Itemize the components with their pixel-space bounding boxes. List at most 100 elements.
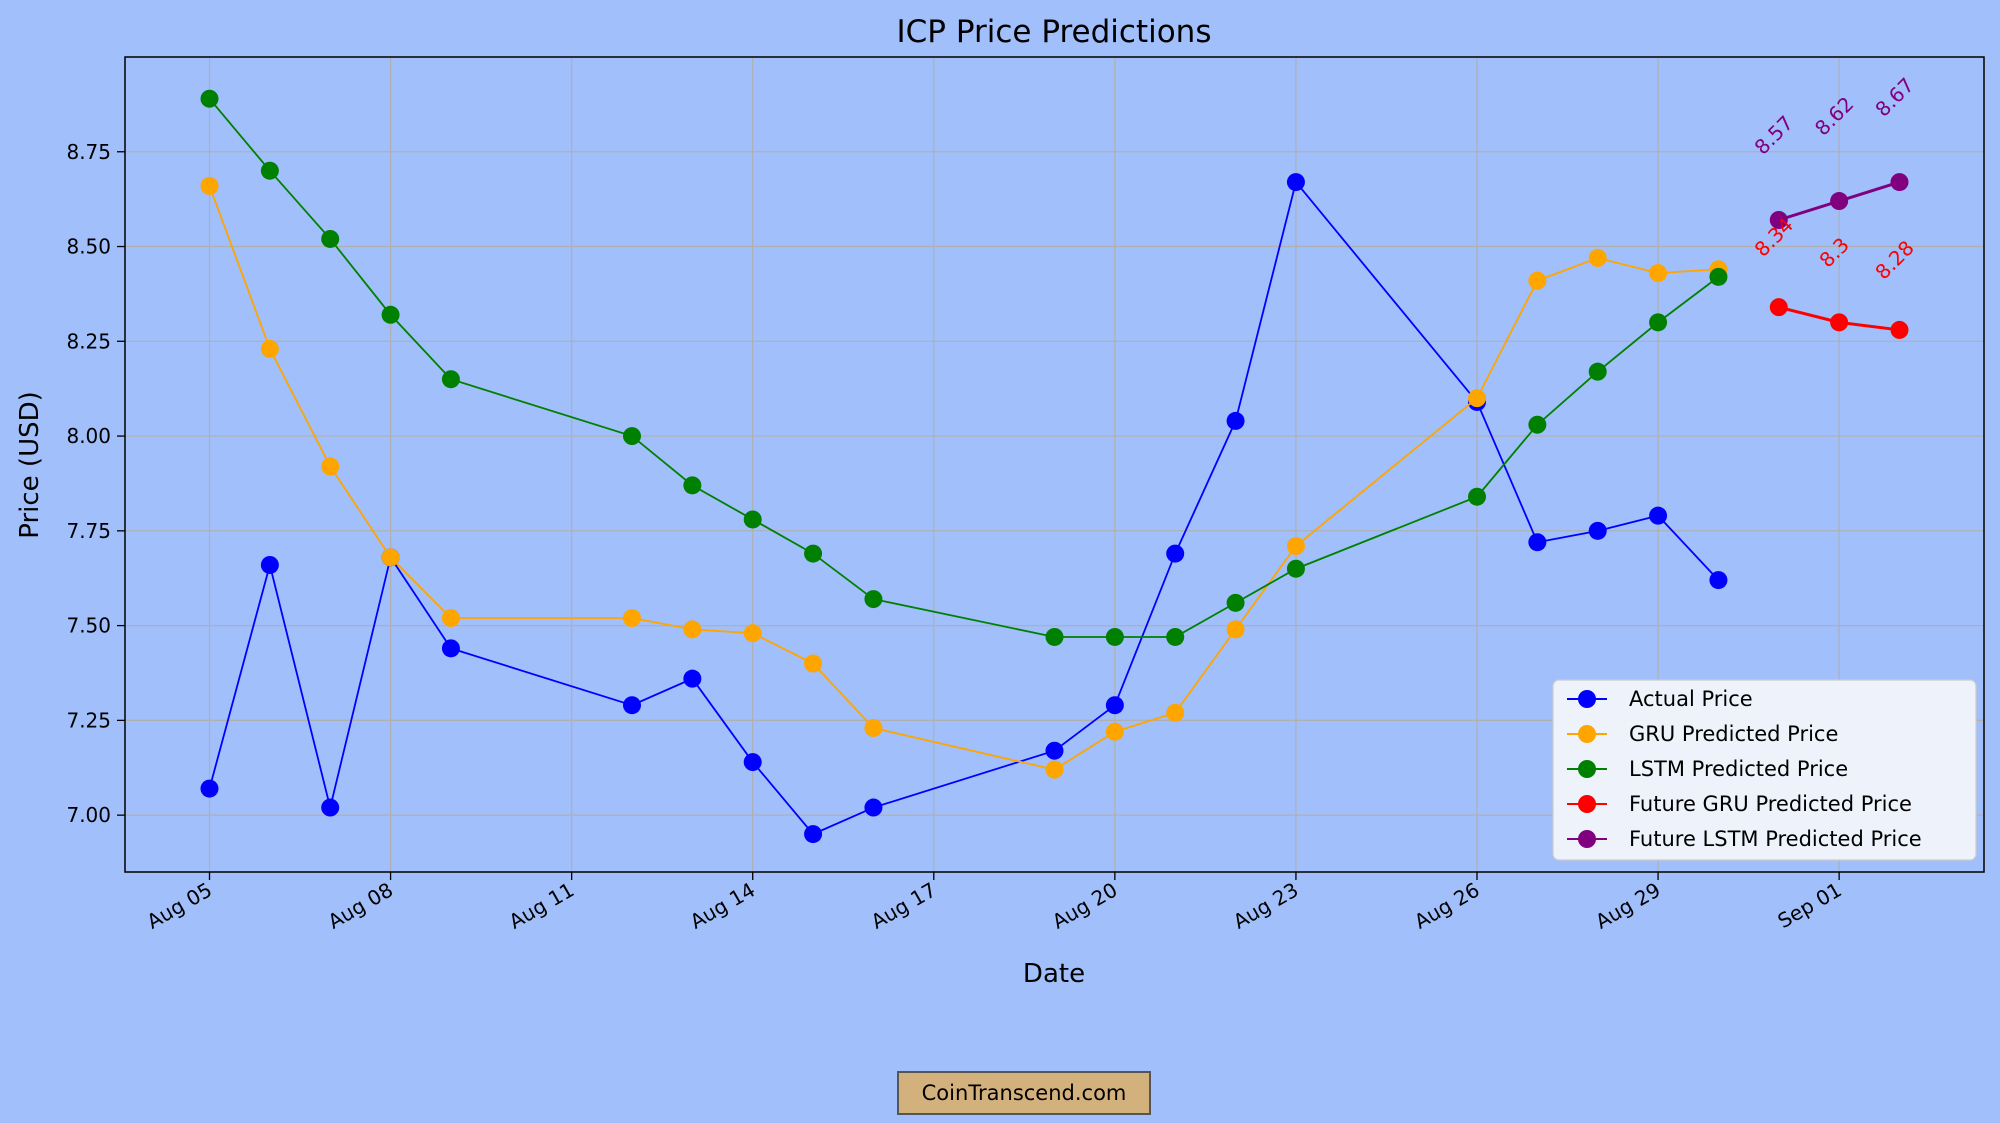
y-tick-label: 7.00	[66, 803, 111, 827]
lstm-predicted-price-point	[1045, 627, 1064, 646]
series-future-lstm-predicted-price	[1769, 173, 1909, 229]
lstm-predicted-price-point	[260, 161, 279, 180]
actual-price-point	[1286, 173, 1305, 192]
future-gru-predicted-price-point	[1890, 320, 1909, 339]
x-tick-label: Aug 05	[143, 878, 216, 934]
legend-item-lstm-predicted-price: LSTM Predicted Price	[1567, 757, 1848, 781]
x-tick-label: Aug 23	[1229, 878, 1302, 934]
legend-item-actual-price: Actual Price	[1567, 687, 1753, 711]
lstm-predicted-price-point	[1166, 627, 1185, 646]
gru-predicted-price-point	[1649, 264, 1668, 283]
gru-predicted-price-point	[1528, 271, 1547, 290]
y-tick-label: 7.75	[66, 519, 111, 543]
y-tick-label: 8.75	[66, 140, 111, 164]
x-tick-label: Aug 11	[505, 878, 578, 934]
lstm-predicted-price-point	[441, 370, 460, 389]
legend-label: Actual Price	[1629, 687, 1753, 711]
future-gru-predicted-price-point	[1830, 313, 1849, 332]
legend-box	[1552, 679, 1977, 861]
legend-item-gru-predicted-price: GRU Predicted Price	[1567, 722, 1838, 746]
gru-predicted-price-point	[1226, 620, 1245, 639]
y-tick-label: 7.50	[66, 614, 111, 638]
y-axis-label: Price (USD)	[15, 391, 45, 539]
x-tick-label: Aug 20	[1048, 878, 1121, 934]
y-tick-label: 8.25	[66, 329, 111, 353]
future-lstm-predicted-price-point	[1830, 192, 1849, 211]
future-gru-predicted-price-annotation: 8.28	[1870, 236, 1918, 284]
gru-predicted-price-point	[743, 624, 762, 643]
gru-predicted-price-point	[1105, 722, 1124, 741]
y-tick-label: 8.00	[66, 424, 111, 448]
lstm-predicted-price-point	[743, 510, 762, 529]
series-actual-price	[200, 173, 1728, 844]
legend-swatch-marker	[1578, 760, 1596, 778]
x-axis-label: Date	[1023, 959, 1085, 989]
gru-predicted-price-point	[623, 609, 641, 628]
lstm-predicted-price-point	[683, 476, 702, 495]
x-tick-label: Aug 29	[1591, 878, 1664, 934]
y-tick-label: 8.50	[66, 235, 111, 259]
plot-area-frame	[124, 56, 1985, 873]
lstm-predicted-price-point	[381, 305, 400, 324]
actual-price-point	[683, 669, 702, 688]
actual-price-point	[1226, 411, 1245, 430]
future-lstm-predicted-price-annotation: 8.67	[1870, 73, 1918, 121]
lstm-predicted-price-point	[321, 229, 340, 248]
legend-swatch-marker	[1578, 725, 1596, 743]
actual-price-line	[208, 180, 1720, 836]
legend-label: LSTM Predicted Price	[1629, 757, 1848, 781]
legend: Actual Price GRU Predicted Price LSTM Pred…	[1552, 679, 1977, 861]
actual-price-point	[321, 798, 340, 817]
gru-predicted-price-point	[1166, 703, 1185, 722]
gru-predicted-price-point	[864, 718, 883, 737]
gru-predicted-price-point	[1588, 248, 1607, 267]
x-tick-label: Aug 14	[686, 878, 759, 934]
lstm-predicted-price-point	[1468, 487, 1486, 506]
legend-label: Future GRU Predicted Price	[1629, 792, 1912, 816]
legend-label: GRU Predicted Price	[1629, 722, 1838, 746]
actual-price-point	[1649, 506, 1668, 525]
legend-item-future-lstm-predicted-price: Future LSTM Predicted Price	[1567, 827, 1922, 851]
x-tick-label: Aug 26	[1410, 878, 1483, 934]
future-gru-predicted-price-annotation: 8.3	[1814, 233, 1853, 272]
future-lstm-predicted-price-point	[1890, 173, 1909, 192]
actual-price-point	[623, 696, 641, 715]
actual-price-point	[1105, 696, 1124, 715]
future-gru-predicted-price-point	[1769, 298, 1788, 317]
actual-price-point	[260, 555, 279, 574]
actual-price-point	[743, 753, 762, 772]
legend-label: Future LSTM Predicted Price	[1629, 827, 1922, 851]
actual-price-point	[200, 779, 219, 798]
lstm-predicted-price-point	[804, 544, 823, 563]
lstm-predicted-price-point	[1588, 362, 1607, 381]
lstm-predicted-price-point	[623, 427, 641, 446]
y-tick-label: 7.25	[66, 708, 111, 732]
future-lstm-predicted-price-point	[1769, 211, 1788, 229]
series-lstm-predicted-price	[200, 89, 1728, 646]
x-tick-label: Aug 17	[867, 878, 940, 934]
actual-price-point	[1045, 741, 1064, 760]
actual-price-point	[441, 639, 460, 658]
lstm-predicted-price-point	[1226, 593, 1245, 612]
lstm-predicted-price-point	[1286, 559, 1305, 578]
actual-price-point	[864, 798, 883, 817]
legend-swatch-marker	[1578, 795, 1596, 813]
lstm-predicted-price-point	[1709, 267, 1728, 286]
series-future-gru-predicted-price	[1769, 298, 1909, 339]
series-gru-predicted-price	[200, 176, 1728, 779]
lstm-predicted-price-line	[208, 98, 1719, 638]
legend-item-future-gru-predicted-price: Future GRU Predicted Price	[1567, 792, 1912, 816]
chart-title: ICP Price Predictions	[897, 14, 1212, 50]
actual-price-point	[1709, 571, 1728, 590]
watermark-badge: CoinTranscend.com	[897, 1071, 1151, 1115]
x-tick-label: Sep 01	[1773, 878, 1845, 934]
lstm-predicted-price-point	[1649, 313, 1668, 332]
lstm-predicted-price-point	[200, 89, 219, 108]
gru-predicted-price-point	[804, 654, 823, 673]
legend-swatch-marker	[1578, 690, 1596, 708]
gru-predicted-price-point	[260, 339, 279, 358]
lstm-predicted-price-point	[1105, 627, 1124, 646]
gru-predicted-price-point	[1045, 760, 1064, 779]
actual-price-point	[1588, 521, 1607, 540]
gru-predicted-price-point	[200, 176, 219, 195]
